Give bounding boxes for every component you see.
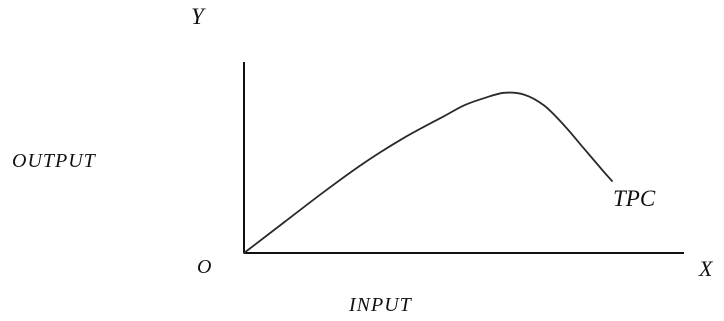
origin-label: O (197, 256, 212, 278)
tpc-curve (243, 91, 613, 254)
x-axis-title: INPUT (349, 294, 412, 316)
y-axis-title: OUTPUT (12, 150, 96, 172)
series-label-tpc: TPC (613, 186, 656, 211)
x-axis-letter: X (699, 256, 713, 281)
y-axis-letter: Y (191, 4, 204, 29)
